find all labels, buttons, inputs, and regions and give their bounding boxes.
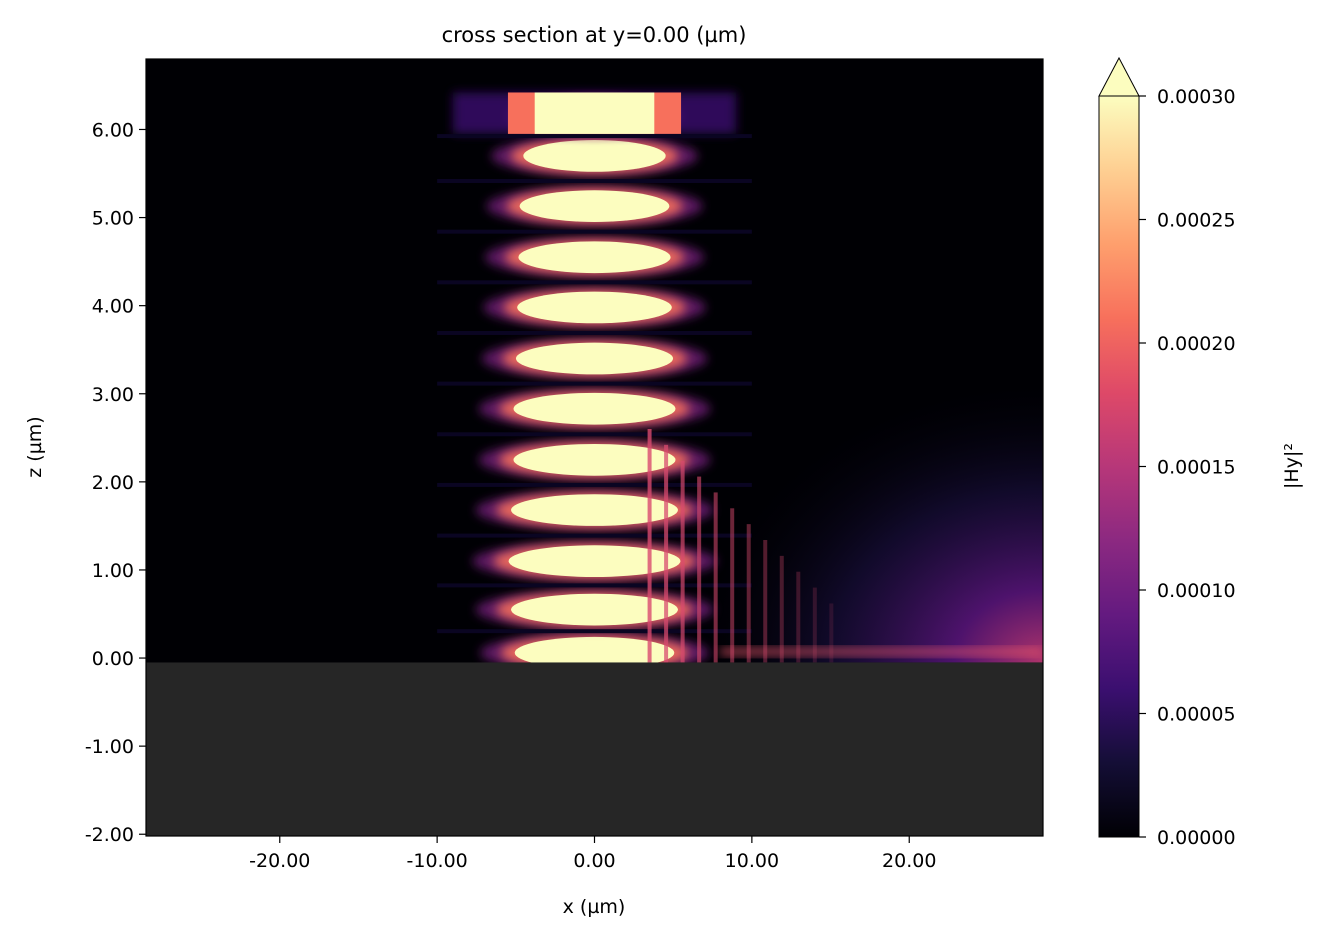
x-tick-label: 0.00	[573, 850, 615, 872]
colorbar-tick-label: 0.00010	[1157, 580, 1236, 602]
field-band-core	[514, 636, 675, 669]
y-tick-label: -2.00	[85, 824, 134, 846]
x-tick-label: -10.00	[407, 850, 468, 872]
colorbar-label: |Hy|²	[1281, 443, 1303, 489]
field-band-core	[511, 494, 678, 526]
x-tick-label: 10.00	[725, 850, 779, 872]
interference-fringe	[812, 587, 817, 663]
field-band-core	[513, 443, 676, 476]
colorbar-gradient	[1099, 96, 1139, 837]
y-axis-label: z (µm)	[24, 416, 46, 477]
x-axis-label: x (µm)	[563, 896, 626, 918]
colorbar-tick-label: 0.00030	[1157, 86, 1236, 108]
band-gap	[437, 432, 752, 437]
colorbar-extend-arrow	[1098, 56, 1140, 97]
y-tick-label: 0.00	[92, 648, 134, 670]
band-gap	[437, 134, 752, 139]
y-tick-label: 3.00	[92, 384, 134, 406]
substrate-region	[146, 662, 1043, 836]
x-tick-label: 20.00	[882, 850, 936, 872]
interference-fringe	[746, 524, 751, 663]
interference-fringe	[680, 460, 685, 663]
colorbar-tick-label: 0.00015	[1157, 457, 1236, 479]
field-band-core	[523, 140, 666, 172]
x-axis-ticks: -20.00 -10.00 0.00 10.00 20.00	[249, 836, 936, 872]
band-gap	[437, 229, 752, 234]
band-gap	[437, 381, 752, 386]
interference-fringe	[664, 444, 669, 663]
interference-fringe	[697, 476, 702, 663]
band-gap	[437, 629, 752, 634]
band-gap	[437, 482, 752, 487]
colorbar-tick-label: 0.00000	[1157, 827, 1236, 849]
interference-fringe	[713, 492, 718, 663]
y-tick-label: 6.00	[92, 119, 134, 141]
field-band-core	[519, 190, 670, 222]
band-gap	[437, 179, 752, 184]
interference-fringe	[829, 603, 834, 663]
source-core	[534, 92, 655, 134]
field-band-core	[515, 342, 674, 375]
y-tick-label: 2.00	[92, 472, 134, 494]
y-tick-label: -1.00	[85, 736, 134, 758]
interference-fringe	[779, 555, 784, 663]
colorbar-tick-label: 0.00025	[1157, 210, 1236, 232]
chart-title: cross section at y=0.00 (µm)	[442, 23, 747, 47]
colorbar-ticks: 0.00000 0.00005 0.00010 0.00015 0.00020 0.000…	[1139, 86, 1236, 849]
y-tick-label: 4.00	[92, 296, 134, 318]
interference-fringe	[647, 429, 652, 663]
plot-area	[146, 59, 1043, 836]
band-gap	[437, 330, 752, 335]
surface-line	[720, 648, 1043, 655]
colorbar-tick-label: 0.00005	[1157, 704, 1236, 726]
field-band-core	[518, 241, 671, 274]
colorbar-tick-label: 0.00020	[1157, 333, 1236, 355]
field-band-core	[517, 291, 672, 324]
interference-fringe	[730, 508, 735, 663]
surface-glow	[688, 376, 1043, 663]
y-axis-ticks: -2.00 -1.00 0.00 1.00 2.00 3.00 4.00 5.00 6.00	[85, 119, 146, 846]
y-tick-label: 5.00	[92, 208, 134, 230]
field-band-core	[513, 392, 676, 425]
band-gap	[437, 583, 752, 588]
colorbar: 0.00000 0.00005 0.00010 0.00015 0.00020 0.000…	[1098, 56, 1303, 849]
interference-fringe	[796, 571, 801, 663]
band-gap	[437, 280, 752, 285]
field-intensity	[437, 92, 1043, 673]
field-band-core	[508, 545, 681, 578]
x-tick-label: -20.00	[249, 850, 310, 872]
y-tick-label: 1.00	[92, 560, 134, 582]
field-band-core	[511, 593, 678, 626]
interference-fringe	[763, 540, 768, 663]
band-gap	[437, 533, 752, 538]
